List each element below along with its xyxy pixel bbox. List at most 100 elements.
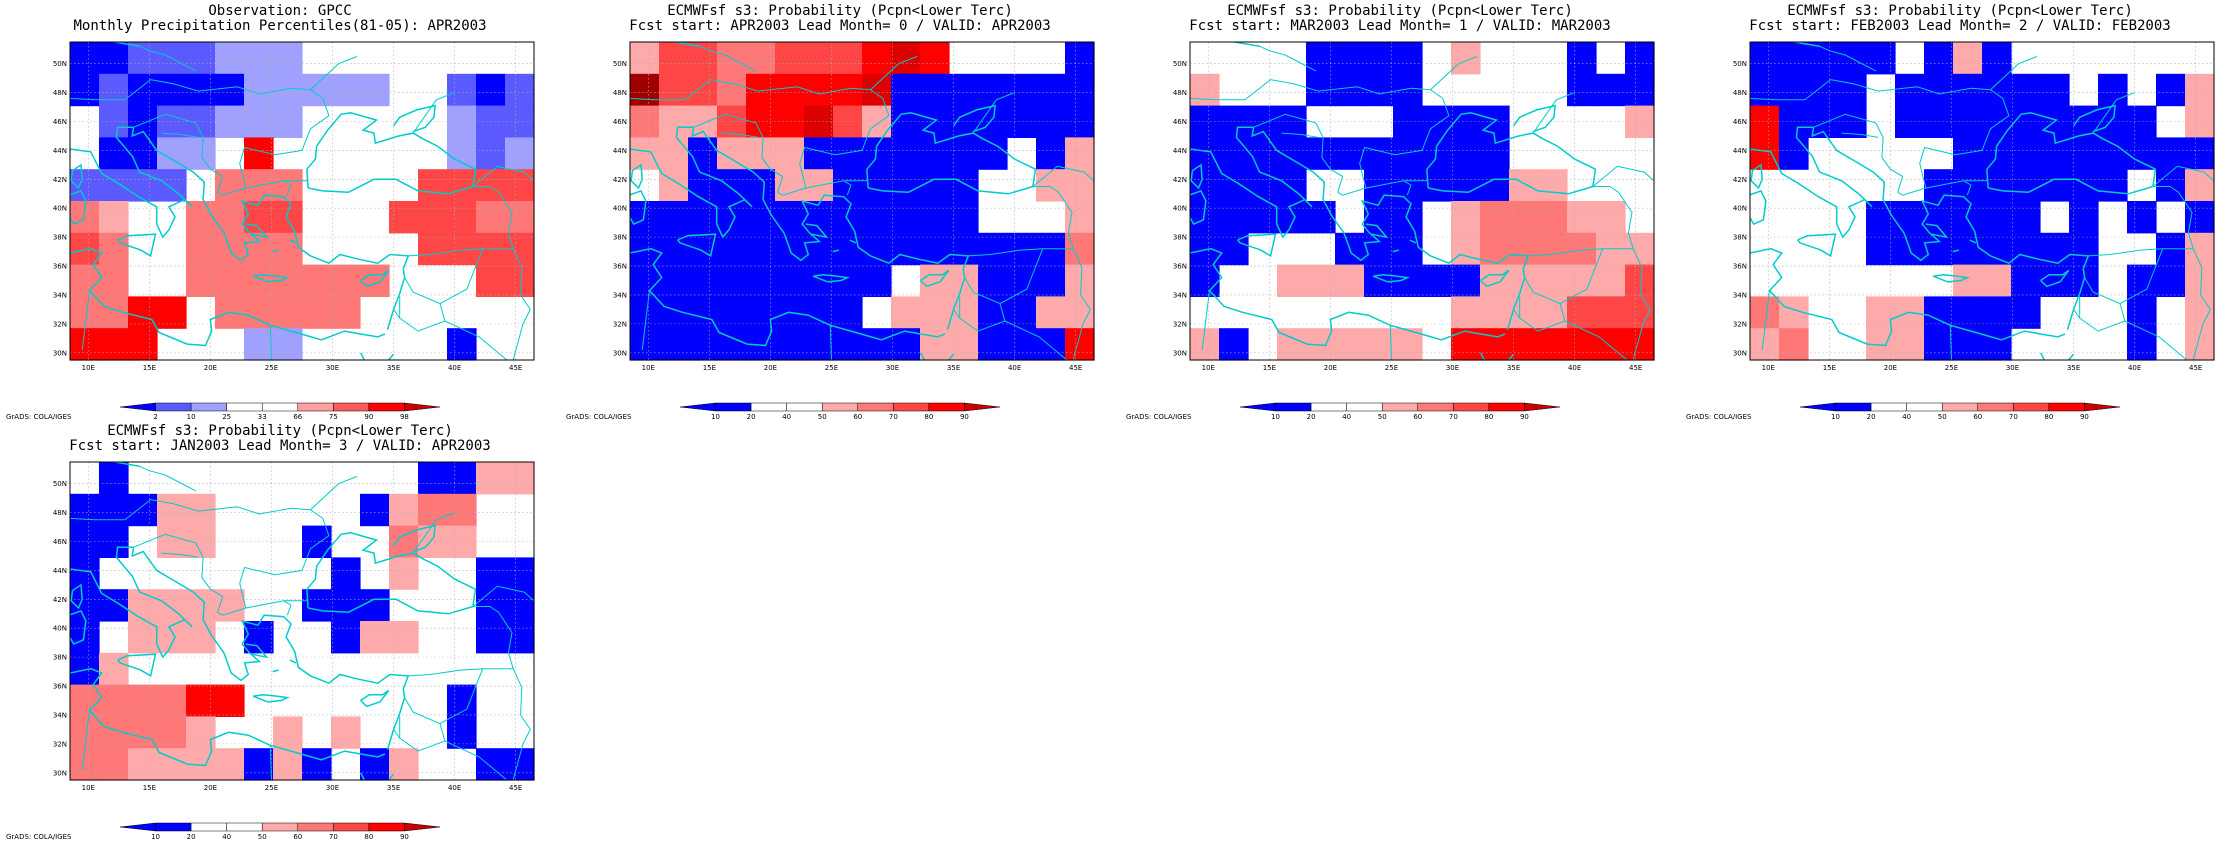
grid-cell	[302, 748, 332, 781]
grid-cell	[688, 296, 718, 329]
lon-tick-label: 35E	[947, 364, 960, 372]
border-line	[1430, 56, 1478, 91]
grid-cell	[99, 264, 129, 297]
grid-cell	[331, 621, 361, 654]
grid-cell	[891, 73, 921, 107]
border-line	[1564, 320, 1628, 360]
grid-cell	[418, 232, 448, 266]
graticule	[1190, 42, 1654, 360]
border-line	[953, 309, 961, 319]
grid-cell	[244, 328, 274, 361]
lon-tick-label: 10E	[82, 784, 95, 792]
grid-cell	[1779, 73, 1809, 107]
coastline	[2072, 104, 2116, 133]
panel-lead-month-0: ECMWFsf s3: Probability (Pcpn<Lower Terc…	[560, 0, 1120, 421]
grid-cell	[746, 232, 776, 266]
coastline	[70, 247, 386, 347]
grid-cell	[2098, 169, 2128, 202]
grid-cell	[157, 296, 187, 329]
grid-cell	[949, 232, 979, 266]
grid-cell	[2098, 105, 2128, 138]
border-line	[139, 465, 197, 492]
grid-cell	[978, 328, 1008, 361]
lat-tick-label: 50N	[1173, 60, 1187, 68]
colorbar-swatch	[119, 822, 156, 832]
border-line	[1813, 113, 1926, 196]
lon-tick-label: 15E	[143, 784, 156, 792]
grid-cell	[1750, 105, 1780, 138]
colorbar: 10 20 40 50 60 70 80 90	[1799, 402, 2121, 420]
lat-tick-label: 44N	[53, 147, 67, 155]
colorbar-label: 10	[1831, 413, 1840, 420]
grads-credit: GrADS: COLA/IGES	[566, 413, 632, 421]
graticule	[70, 42, 534, 360]
grid-cell	[1808, 42, 1838, 75]
grid-cell	[688, 201, 718, 234]
border-line	[399, 296, 446, 332]
grid-cell	[1596, 73, 1626, 107]
colorbar-label: 20	[1867, 413, 1876, 420]
colorbar-label: 70	[329, 833, 338, 840]
grid-cell	[1422, 169, 1452, 202]
grid-cell	[775, 105, 805, 138]
border-line	[512, 248, 531, 360]
grid-cell	[1065, 73, 1095, 107]
grid-cell	[128, 748, 158, 781]
panel-title: ECMWFsf s3: Probability (Pcpn<Lower Terc…	[667, 3, 1013, 19]
grid-cell	[186, 684, 216, 717]
grid-cell	[70, 328, 100, 361]
border-line	[412, 512, 455, 554]
lat-tick-label: 40N	[53, 205, 67, 213]
grid-cell	[331, 557, 361, 590]
colorbar-swatch	[1346, 402, 1383, 412]
grid-cell	[70, 748, 100, 781]
grid-cell	[186, 589, 216, 622]
grid-cell	[1596, 201, 1626, 234]
coastline	[70, 546, 410, 750]
grid-cell	[1335, 73, 1365, 107]
grid-cell	[2011, 264, 2041, 297]
grid-cell	[2098, 73, 2128, 107]
grid-cell	[128, 296, 158, 329]
colorbar-label: 80	[924, 413, 933, 420]
panel-subtitle: Monthly Precipitation Percentiles(81-05)…	[73, 18, 487, 34]
grid-cell	[1277, 201, 1307, 234]
grid-cell	[1895, 328, 1925, 361]
colorbar-label: 2	[153, 413, 157, 420]
colorbar-swatch	[155, 822, 192, 832]
colorbar-swatch	[155, 402, 192, 412]
grid-cell	[99, 328, 129, 361]
grid-cell	[2069, 232, 2099, 266]
grid-cell	[447, 328, 477, 361]
border-line	[1403, 180, 1412, 196]
coastline	[359, 352, 365, 360]
lon-tick-label: 35E	[2067, 364, 2080, 372]
grid-cell	[1335, 328, 1365, 361]
precipitation-map: 30N 32N 34N 36N 38N 40N 42N 44N 46N 48N 50N 10E 15E 2…	[53, 41, 535, 372]
grid-cell	[273, 296, 303, 329]
grid-cell	[1190, 105, 1220, 138]
colorbar-swatch	[226, 822, 263, 832]
grid-cell	[331, 73, 361, 107]
grid-cell	[804, 73, 834, 107]
coastline	[245, 643, 269, 659]
grid-cell	[1567, 201, 1597, 234]
grid-cell	[99, 493, 129, 527]
grid-cell	[476, 137, 506, 170]
colorbar-label: 70	[2009, 413, 2018, 420]
coastline	[70, 189, 87, 226]
grid-cell	[505, 557, 535, 590]
border-line	[70, 499, 330, 609]
grid-cell	[1750, 42, 1780, 75]
grid-cell	[244, 264, 274, 297]
grid-cell	[1924, 328, 1954, 361]
grid-cell	[2069, 201, 2099, 234]
grid-cell	[418, 201, 448, 234]
grid-cell	[389, 748, 419, 781]
grid-cell	[273, 42, 303, 75]
colorbar-swatch	[857, 402, 894, 412]
grid-cell	[1306, 137, 1336, 170]
grid-cell	[1065, 169, 1095, 202]
grid-cell	[659, 264, 689, 297]
grid-cell	[804, 105, 834, 138]
